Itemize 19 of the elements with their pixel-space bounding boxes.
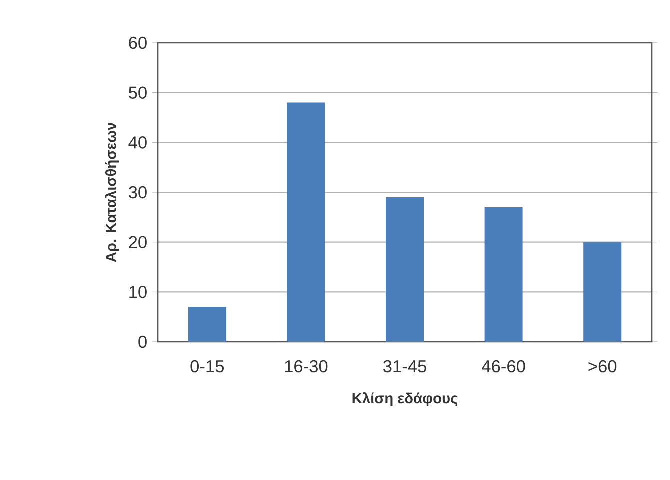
bar [386,197,424,342]
y-axis-title: Αρ. Καταλισθήσεων [105,123,120,262]
x-axis-title: Κλίση εδάφους [352,392,458,407]
x-tick-label: 46-60 [482,360,526,373]
bar [584,242,622,342]
y-tick-label: 10 [130,286,147,298]
y-tick-label: 0 [138,336,147,348]
y-tick-label: 30 [128,186,147,199]
y-tick-label: 50 [129,86,147,99]
x-tick-label: 16-30 [285,360,328,373]
y-tick-label: 20 [129,236,147,248]
bar [287,102,326,342]
x-tick-label: 0-15 [190,360,224,373]
x-tick-label: 31-45 [384,360,426,373]
x-tick-label: >60 [588,360,617,373]
bar [484,207,523,342]
bar [188,307,226,342]
y-tick-label: 60 [129,36,147,50]
y-tick-label: 40 [128,136,147,149]
